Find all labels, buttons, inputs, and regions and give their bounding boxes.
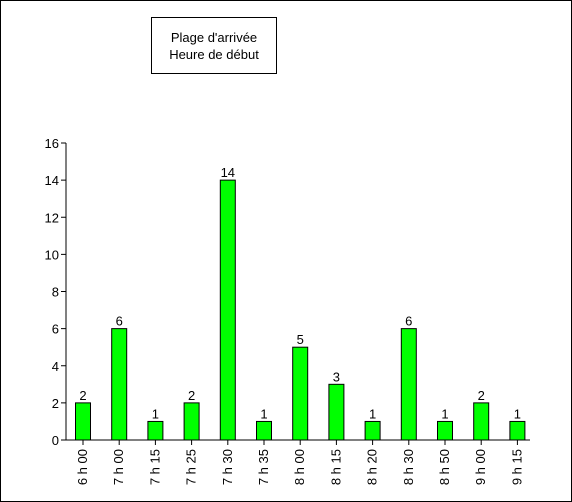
bar-value-label: 1 <box>514 406 521 421</box>
y-tick-label: 10 <box>45 247 59 262</box>
y-tick-label: 8 <box>52 285 59 300</box>
y-tick-label: 16 <box>45 136 59 151</box>
bar-value-label: 1 <box>441 406 448 421</box>
bar-value-label: 14 <box>221 165 235 180</box>
x-tick-label: 9 h 00 <box>473 449 488 485</box>
x-tick-label: 8 h 00 <box>292 449 307 485</box>
bar <box>220 180 235 440</box>
bars: 2 6 1 2 14 1 5 3 1 6 1 2 1 <box>76 165 525 440</box>
bar <box>293 347 308 440</box>
bar-value-label: 1 <box>369 406 376 421</box>
x-tick-label: 8 h 15 <box>328 449 343 485</box>
bar <box>510 421 525 440</box>
x-tick-label: 8 h 30 <box>401 449 416 485</box>
y-axis: 0 2 4 6 8 10 12 14 16 <box>45 136 66 448</box>
x-tick-label: 7 h 25 <box>184 449 199 485</box>
x-tick-label: 7 h 00 <box>111 449 126 485</box>
y-tick-label: 4 <box>52 359 59 374</box>
bar-value-label: 2 <box>478 388 485 403</box>
bar-value-label: 2 <box>79 388 86 403</box>
x-tick-label: 7 h 15 <box>147 449 162 485</box>
bar <box>365 421 380 440</box>
bar <box>401 329 416 440</box>
x-tick-label: 7 h 35 <box>256 449 271 485</box>
y-tick-label: 14 <box>45 173 59 188</box>
bar <box>329 384 344 440</box>
bar <box>474 403 489 440</box>
bar-value-label: 3 <box>333 369 340 384</box>
x-tick-label: 6 h 00 <box>75 449 90 485</box>
bar-value-label: 6 <box>116 314 123 329</box>
bar-value-label: 5 <box>297 332 304 347</box>
bar-value-label: 1 <box>260 406 267 421</box>
x-tick-label: 7 h 30 <box>220 449 235 485</box>
x-tick-label: 9 h 15 <box>509 449 524 485</box>
bar-value-label: 1 <box>152 406 159 421</box>
y-tick-label: 6 <box>52 322 59 337</box>
y-tick-label: 12 <box>45 210 59 225</box>
x-tick-label: 8 h 20 <box>365 449 380 485</box>
bar <box>76 403 91 440</box>
bar-value-label: 6 <box>405 314 412 329</box>
y-tick-label: 0 <box>52 433 59 448</box>
x-axis: 6 h 00 7 h 00 7 h 15 7 h 25 7 h 30 7 h 35 8 h … <box>66 440 530 485</box>
bar <box>112 329 127 440</box>
bar <box>148 421 163 440</box>
bar-value-label: 2 <box>188 388 195 403</box>
y-tick-label: 2 <box>52 396 59 411</box>
bar <box>438 421 453 440</box>
bar <box>257 421 272 440</box>
x-tick-label: 8 h 50 <box>437 449 452 485</box>
bar <box>184 403 199 440</box>
